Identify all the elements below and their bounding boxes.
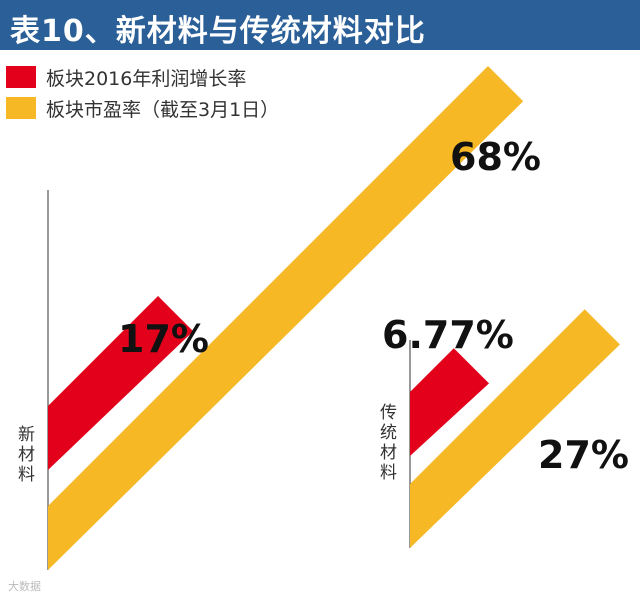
- legend-swatch-red: [6, 66, 36, 88]
- header-bar: 表10、新材料与传统材料对比: [0, 0, 640, 50]
- data-label-pe-ratio: 68%: [450, 135, 541, 179]
- bar-pe-ratio: [410, 309, 620, 548]
- data-label-pe-ratio: 27%: [538, 433, 629, 477]
- data-label-profit-growth: 6.77%: [382, 313, 514, 357]
- legend-label-pe-ratio: 板块市盈率（截至3月1日）: [46, 98, 280, 121]
- legend-item-profit-growth: 板块2016年利润增长率: [6, 64, 246, 90]
- watermark: 大数据: [8, 580, 41, 593]
- legend-label-profit-growth: 板块2016年利润增长率: [46, 67, 247, 90]
- bar-profit-growth: [48, 296, 194, 470]
- category-label: 新材料: [18, 425, 35, 485]
- legend-item-pe-ratio: 板块市盈率（截至3月1日）: [6, 95, 279, 121]
- bar-profit-growth: [410, 348, 490, 456]
- category-label: 传统材料: [380, 403, 397, 483]
- page-title: 表10、新材料与传统材料对比: [10, 14, 426, 49]
- data-label-profit-growth: 17%: [118, 317, 209, 361]
- bar-pe-ratio: [48, 66, 524, 570]
- legend-swatch-yellow: [6, 97, 36, 119]
